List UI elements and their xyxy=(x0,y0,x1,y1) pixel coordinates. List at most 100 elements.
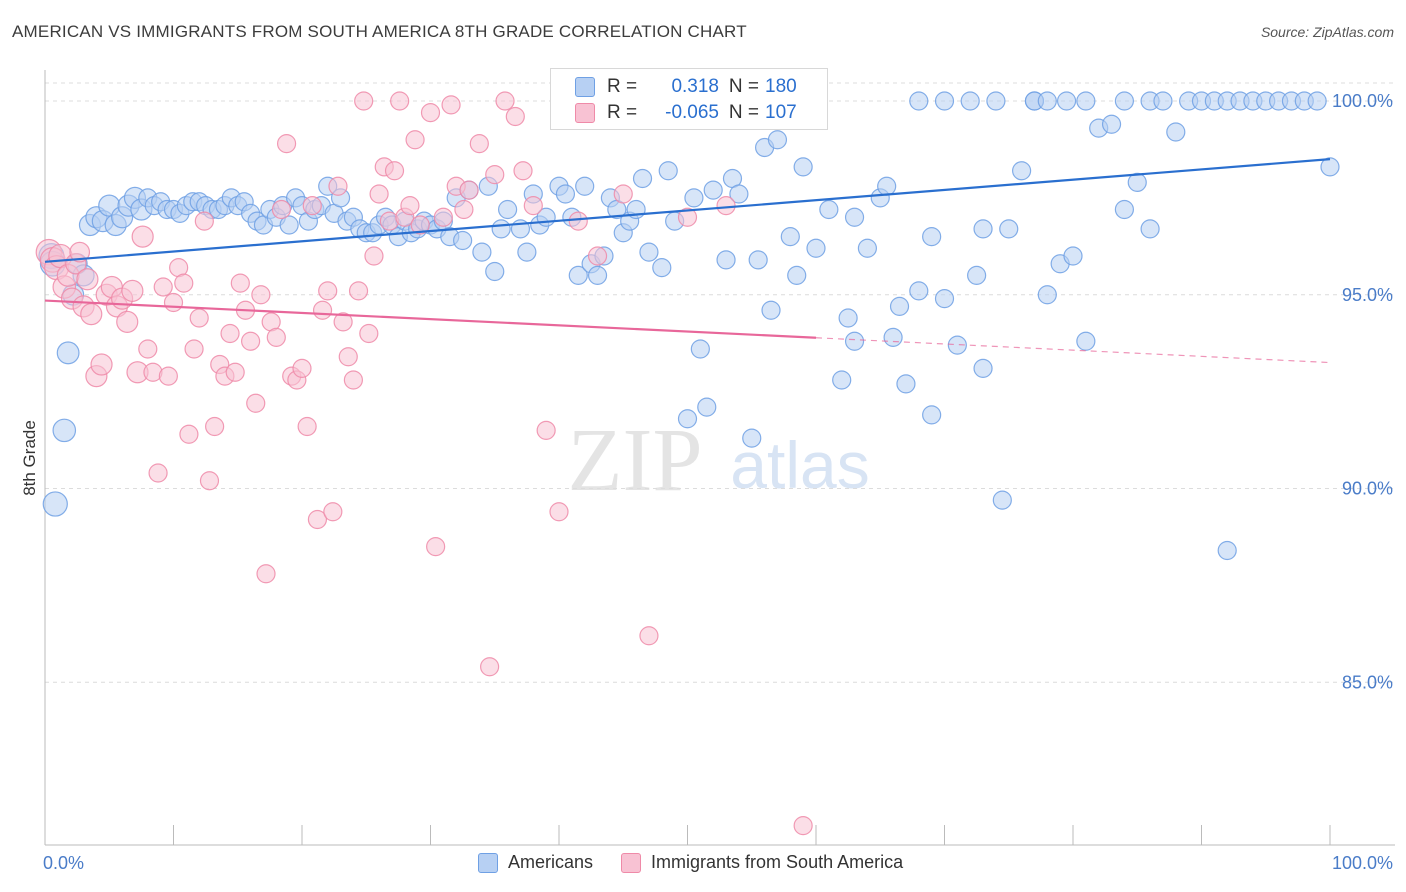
immigrants-point xyxy=(158,366,178,386)
americans-point xyxy=(1217,540,1237,561)
n-label: N = xyxy=(728,102,759,123)
immigrants-point xyxy=(716,196,736,216)
immigrants-point xyxy=(80,303,103,326)
immigrants-point xyxy=(220,323,240,344)
y-tick-label: 95.0% xyxy=(1342,285,1393,305)
immigrants-point xyxy=(241,331,261,351)
americans-point xyxy=(973,219,993,239)
americans-point xyxy=(889,296,910,316)
americans-point xyxy=(761,300,781,320)
r-label: R = xyxy=(607,102,638,123)
americans-point xyxy=(947,335,967,355)
americans-point xyxy=(279,215,299,235)
americans-point xyxy=(896,374,916,394)
americans-point xyxy=(883,327,903,347)
immigrants-point xyxy=(480,657,500,677)
immigrants-point xyxy=(410,215,430,235)
legend-label-americans: Americans xyxy=(508,852,594,872)
immigrants-point xyxy=(194,211,214,231)
immigrants-point xyxy=(495,91,515,111)
immigrants-point xyxy=(513,161,533,181)
americans-point xyxy=(677,409,698,429)
americans-point xyxy=(1114,91,1135,111)
immigrants-swatch xyxy=(575,103,595,123)
immigrants-point xyxy=(384,161,405,181)
americans-point xyxy=(690,339,710,359)
immigrants-point xyxy=(246,393,266,413)
immigrants-point xyxy=(354,91,374,111)
immigrants-point xyxy=(359,323,379,344)
americans-point xyxy=(632,168,653,189)
americans-point xyxy=(1037,285,1057,305)
americans-point xyxy=(652,258,672,278)
americans-point xyxy=(555,184,576,204)
americans-point xyxy=(922,405,942,425)
immigrants-point xyxy=(121,279,144,302)
immigrants-point xyxy=(441,95,461,115)
trend-line-immigrants-extension xyxy=(815,337,1331,364)
americans-legend-swatch xyxy=(478,852,498,873)
immigrants-point xyxy=(90,353,113,376)
immigrants-point xyxy=(420,103,441,123)
immigrants-point xyxy=(338,347,358,367)
americans-point xyxy=(832,370,852,390)
americans-point xyxy=(1153,91,1173,111)
immigrants-point xyxy=(587,246,608,266)
americans-point xyxy=(1166,122,1186,142)
immigrants-point xyxy=(138,339,158,359)
immigrants-point xyxy=(328,176,348,196)
stats-row-immigrants: R = -0.065 N = 107 xyxy=(575,101,797,125)
legend-label-immigrants: Immigrants from South America xyxy=(651,852,904,872)
immigrants-point xyxy=(323,502,343,522)
x-tick-label: 100.0% xyxy=(1332,853,1393,873)
watermark-zip: ZIP xyxy=(568,411,703,510)
americans-point xyxy=(491,219,511,239)
americans-point xyxy=(780,227,800,247)
r-label: R = xyxy=(607,76,638,97)
legend-item-americans[interactable]: Americans xyxy=(478,852,593,873)
americans-point xyxy=(1101,114,1122,134)
americans-point xyxy=(999,219,1019,239)
immigrants-point xyxy=(76,268,99,291)
immigrants-point xyxy=(677,207,698,227)
americans-point xyxy=(967,265,987,285)
americans-point xyxy=(844,331,865,351)
americans-point xyxy=(787,265,807,285)
americans-point xyxy=(857,238,878,258)
immigrants-point xyxy=(536,420,556,440)
y-axis-title: 8th Grade xyxy=(20,420,39,496)
immigrants-point xyxy=(199,471,220,491)
americans-point xyxy=(1076,91,1096,111)
americans-point xyxy=(517,242,537,262)
americans-point xyxy=(1056,91,1077,111)
immigrants-point xyxy=(174,273,194,293)
immigrants-point xyxy=(251,285,271,305)
americans-point xyxy=(986,91,1006,111)
immigrants-point xyxy=(568,211,588,231)
americans-point xyxy=(1127,172,1147,192)
legend-item-immigrants[interactable]: Immigrants from South America xyxy=(621,852,903,873)
immigrants-point xyxy=(364,246,384,266)
r-value: 0.318 xyxy=(671,76,719,97)
americans-point xyxy=(42,491,68,517)
immigrants-point xyxy=(297,416,317,437)
americans-point xyxy=(1076,331,1096,351)
americans-point xyxy=(575,176,595,196)
immigrants-point xyxy=(639,626,659,646)
immigrants-point xyxy=(793,816,813,836)
immigrants-point xyxy=(485,165,505,185)
n-label: N = xyxy=(728,76,759,97)
americans-point xyxy=(716,250,736,270)
immigrants-point xyxy=(153,277,173,297)
americans-point xyxy=(498,199,518,220)
immigrants-point xyxy=(505,106,525,127)
americans-point xyxy=(1011,161,1032,181)
americans-point xyxy=(658,161,678,181)
americans-point xyxy=(1037,91,1057,111)
immigrants-point xyxy=(469,134,489,154)
americans-point xyxy=(960,91,980,111)
americans-point xyxy=(697,397,717,417)
immigrants-point xyxy=(454,199,474,220)
immigrants-point xyxy=(426,537,446,557)
